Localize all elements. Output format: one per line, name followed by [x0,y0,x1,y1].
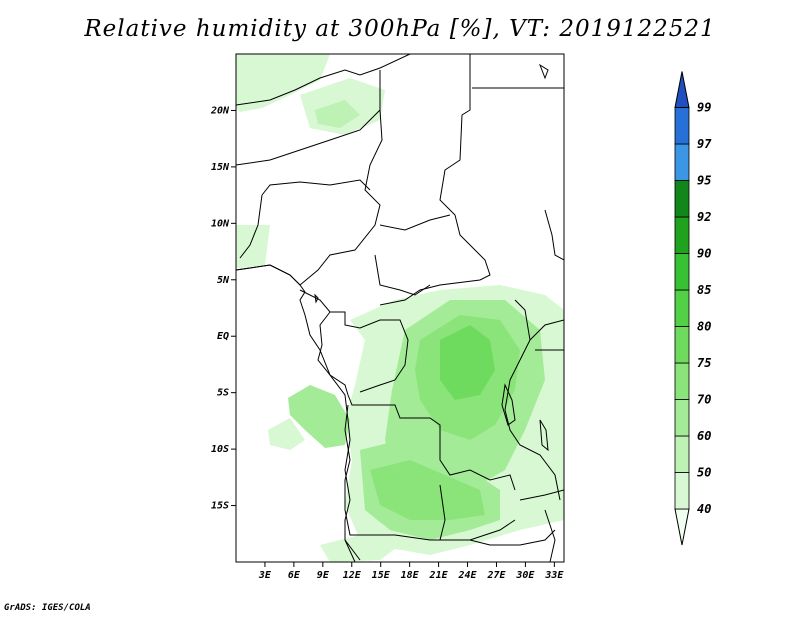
colorbar-lower-arrow [674,508,690,546]
lon-tick-label: 6E [288,570,301,581]
border-line [529,319,564,341]
border-line [236,54,411,106]
colorbar-swatch [674,399,690,437]
colorbar-label: 92 [697,210,711,224]
border-line [439,484,446,541]
border-line [374,254,431,296]
humidity-patch [236,54,330,112]
border-line [317,311,349,396]
map-title: Relative humidity at 300hPa [%], VT: 201… [84,16,716,42]
colorbar-label: 80 [697,320,711,334]
humidity-patch [370,460,485,520]
lon-tick-label: 18E [401,570,420,581]
humidity-patch [288,385,350,448]
border-line [544,509,556,562]
colorbar-label: 60 [697,429,711,443]
lon-axis: 3E 6E 9E 12E 15E 18E 21E 24E 27E 30E 33E [258,562,564,581]
colorbar-swatch [674,362,690,400]
lat-tick-label: 5S [217,388,229,399]
colorbar-upper-arrow [674,71,690,108]
lake-outline [501,383,516,426]
lon-tick-label: 12E [343,570,362,581]
map-frame [235,53,565,563]
colorbar-swatch [674,289,690,327]
colorbar-swatch [674,216,690,254]
colorbar-swatch [674,253,690,291]
border-line [504,299,561,501]
colorbar-label: 95 [697,174,711,188]
border-line [544,209,564,261]
grads-credit: GrADS: IGES/COLA [4,603,91,613]
border-line [379,54,491,306]
lon-tick-label: 21E [429,570,449,581]
colorbar-swatch [674,435,690,473]
lat-tick-label: EQ [217,331,229,342]
lon-tick-label: 15E [372,570,391,581]
colorbar-swatch [674,107,690,145]
humidity-patch [320,535,400,562]
lat-tick-label: 15N [211,162,230,173]
border-line [347,394,516,491]
humidity-patch [268,418,305,450]
humidity-patch [315,100,360,128]
colorbar-label: 70 [697,393,711,407]
colorbar-label: 90 [697,247,711,261]
lat-tick-label: 20N [210,105,230,116]
colorbar-label: 99 [697,101,711,115]
colorbar-label: 50 [697,466,711,480]
colorbar-label: 85 [697,283,711,297]
border-line [519,489,564,501]
lake-outline [539,419,549,452]
colorbar-label: 97 [697,137,712,151]
colorbar-label: 40 [697,502,711,516]
island-outline [538,63,549,80]
lat-axis: 20N 15N 10N 5N EQ 5S 10S 15S [210,105,236,512]
colorbar: 40 50 60 70 75 80 85 90 92 95 97 99 [674,71,712,546]
lon-tick-label: 33E [544,570,564,581]
lat-tick-label: 5N [217,275,230,286]
humidity-patch [440,325,495,400]
border-line [261,179,371,196]
lat-tick-label: 15S [211,501,229,512]
country-borders [236,54,564,562]
border-line [239,194,263,259]
humidity-field [236,54,564,562]
coastline [236,264,356,562]
island-outline [314,293,319,304]
colorbar-swatch [674,143,690,181]
lon-tick-label: 24E [457,570,477,581]
colorbar-swatch [674,326,690,364]
lon-tick-label: 9E [317,570,330,581]
colorbar-swatch [674,472,690,510]
border-line [469,529,556,546]
lon-tick-label: 27E [486,570,506,581]
border-line [379,214,451,231]
humidity-patch [236,225,270,268]
lat-tick-label: 10N [211,218,230,229]
colorbar-label: 75 [697,356,711,370]
lon-tick-label: 3E [258,570,272,581]
lon-tick-label: 30E [515,570,535,581]
border-line [344,539,361,561]
colorbar-swatch [674,180,690,218]
lat-tick-label: 10S [211,444,229,455]
